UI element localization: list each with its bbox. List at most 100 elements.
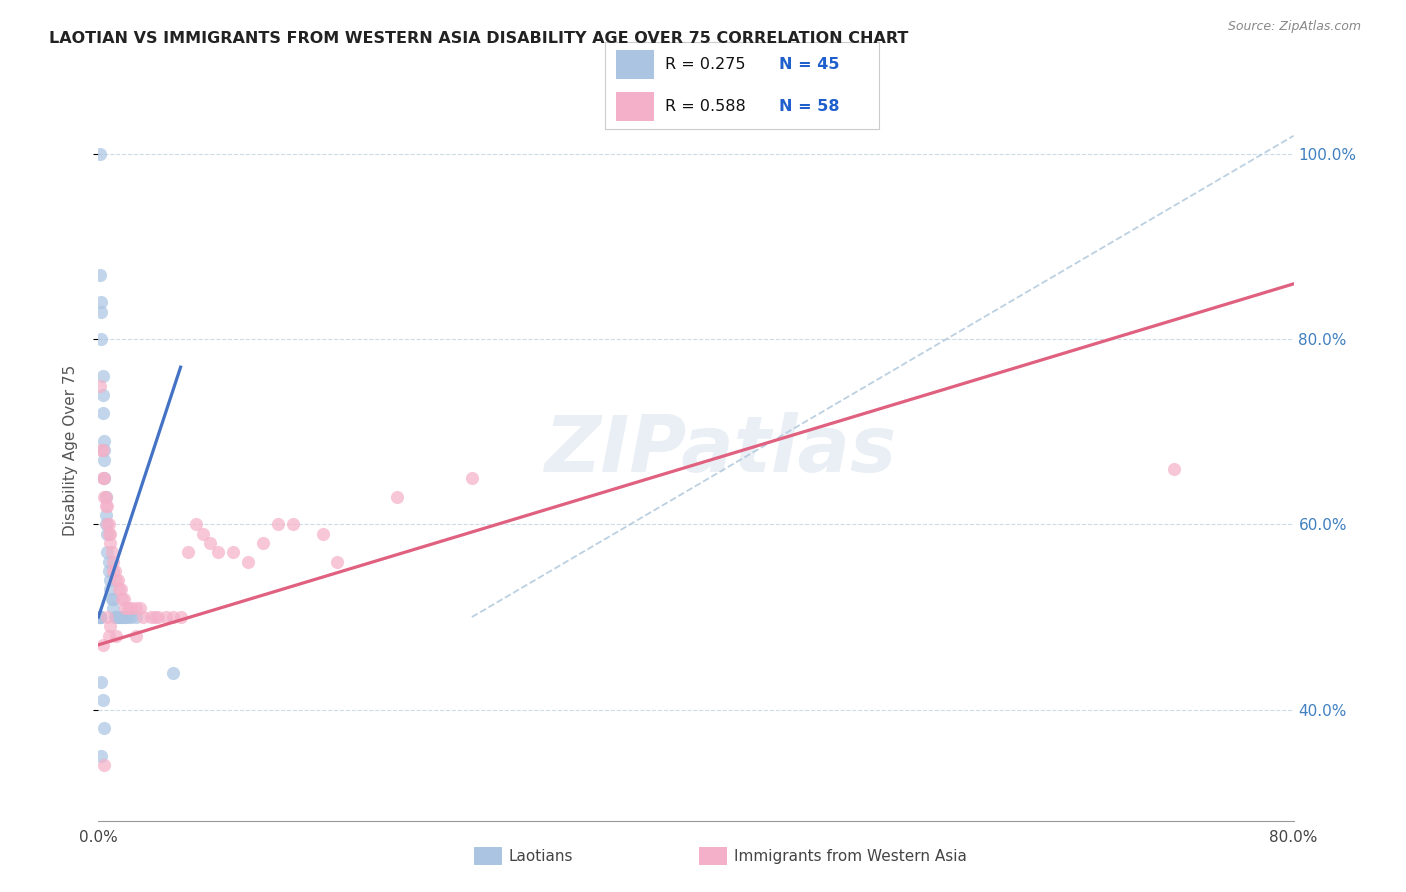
Point [107,610,129,624]
Point [252,536,274,550]
Point [96,610,118,624]
Bar [616,50,654,78]
Point [103,554,125,569]
Point [139,610,162,624]
Point [461,471,484,485]
Point [107,573,129,587]
Point [267,517,290,532]
Point [96,545,118,559]
Point [111,591,134,606]
Text: R = 0.588: R = 0.588 [665,99,745,113]
Point [105,573,128,587]
Point [114,610,136,624]
Point [129,600,152,615]
Point [117,610,139,624]
Point [91,638,114,652]
Point [96,526,118,541]
Text: Immigrants from Western Asia: Immigrants from Western Asia [734,849,967,863]
Point [103,564,125,578]
Point [311,526,333,541]
Point [104,564,127,578]
Point [148,610,170,624]
Point [120,610,142,624]
Point [91,693,114,707]
Point [104,610,127,624]
Point [93,471,115,485]
Point [89,610,111,624]
Point [103,591,125,606]
Point [89,610,111,624]
Point [101,545,124,559]
Text: R = 0.275: R = 0.275 [665,57,745,71]
Point [98,619,122,633]
Point [177,545,200,559]
Point [90,748,112,763]
Text: N = 45: N = 45 [779,57,839,71]
Point [1163,462,1185,476]
Point [90,674,112,689]
Point [93,490,115,504]
Point [96,517,118,532]
Point [97,526,120,541]
Point [94,517,117,532]
Point [90,443,112,458]
Point [207,545,229,559]
Point [162,665,184,680]
Point [91,471,114,485]
Bar [616,92,654,120]
Point [98,536,122,550]
Point [91,407,114,421]
Text: N = 58: N = 58 [779,99,839,113]
Point [222,545,245,559]
Point [108,582,131,597]
Point [94,490,117,504]
Point [89,147,111,161]
Point [93,758,115,772]
Point [96,499,118,513]
Point [114,600,136,615]
Point [94,508,117,523]
Point [98,582,122,597]
Point [281,517,304,532]
Point [143,610,166,624]
Point [112,610,135,624]
Point [236,554,259,569]
Point [93,721,115,735]
Point [112,591,135,606]
Point [125,600,148,615]
Point [105,629,128,643]
Point [93,434,115,449]
Point [97,554,120,569]
Point [93,452,115,467]
Point [98,526,122,541]
Point [103,600,125,615]
Point [89,268,111,282]
Point [120,600,142,615]
Point [125,610,148,624]
Y-axis label: Disability Age Over 75: Disability Age Over 75 [63,365,77,536]
Point [155,610,177,624]
Point [97,517,120,532]
Point [97,629,120,643]
Point [108,610,131,624]
Point [162,610,184,624]
Point [91,369,114,384]
Point [98,573,122,587]
Point [89,610,111,624]
Point [184,517,207,532]
Point [191,526,214,541]
Point [125,629,148,643]
Point [90,304,112,318]
Point [105,610,128,624]
Point [111,610,134,624]
Point [93,443,115,458]
Point [110,610,132,624]
Point [169,610,191,624]
Text: ZIPatlas: ZIPatlas [544,412,896,489]
Point [385,490,409,504]
Text: Laotians: Laotians [509,849,574,863]
Point [89,610,111,624]
Text: LAOTIAN VS IMMIGRANTS FROM WESTERN ASIA DISABILITY AGE OVER 75 CORRELATION CHART: LAOTIAN VS IMMIGRANTS FROM WESTERN ASIA … [49,31,908,46]
Point [90,332,112,346]
Point [91,388,114,402]
